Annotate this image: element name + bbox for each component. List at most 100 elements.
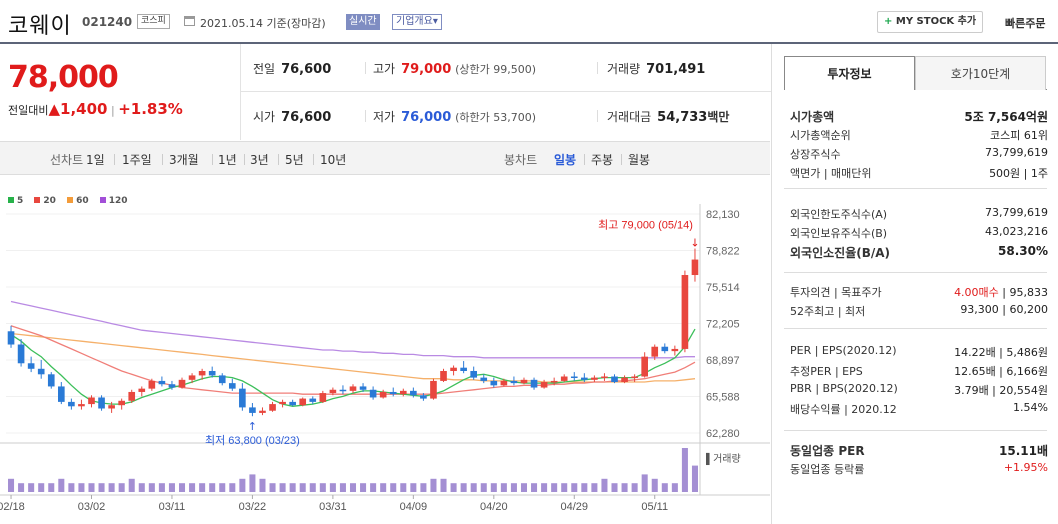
legend-ma5: 5 xyxy=(8,196,23,206)
candle-body xyxy=(168,384,176,388)
tab-order-book[interactable]: 호가10단계 xyxy=(915,56,1046,90)
candle-body xyxy=(681,275,689,349)
candle-body xyxy=(27,363,35,369)
volume-bar xyxy=(279,483,286,492)
candle-chart-label: 봉차트 xyxy=(504,153,538,167)
candle-body xyxy=(198,370,206,376)
volume-bar xyxy=(581,483,588,492)
volume-bar xyxy=(400,483,407,492)
candle-monthly[interactable]: 월봉 xyxy=(628,153,651,167)
volume-bar xyxy=(691,465,698,492)
volume-bar xyxy=(470,483,477,492)
info-key: 투자의견 | 목표주가 xyxy=(790,286,882,299)
info-key: PER | EPS(2020.12) xyxy=(790,344,897,357)
info-value: 73,799,619 xyxy=(985,206,1048,219)
candle-body xyxy=(218,375,226,384)
volume-bar xyxy=(410,483,417,492)
candle-body xyxy=(359,386,367,390)
volume-bar xyxy=(681,448,688,492)
price-chart[interactable]: 82,130 78,822 75,514 72,205 68,897 65,588 62,2… xyxy=(0,0,770,524)
volume-label: 거래량 xyxy=(607,62,641,76)
volume-bar xyxy=(269,483,276,492)
candle-body xyxy=(430,380,437,399)
info-key: 외국인보유주식수(B) xyxy=(790,227,888,240)
candle-body xyxy=(309,398,317,402)
quick-order-button[interactable]: 빠른주문 xyxy=(1005,17,1046,30)
candle-body xyxy=(269,404,276,411)
period-3m[interactable]: 3개월 xyxy=(169,153,199,167)
period-1d[interactable]: 1일 xyxy=(86,153,105,167)
volume-bar xyxy=(551,483,558,492)
info-row: PER | EPS(2020.12) 14.22배 | 5,486원 xyxy=(790,342,1048,361)
legend-ma20: 20 xyxy=(34,196,56,206)
candle-weekly[interactable]: 주봉 xyxy=(591,153,614,167)
volume-bar xyxy=(661,483,668,492)
stock-header: 코웨이 021240 코스피 2021.05.14 기준(장마감) 실시간 기업… xyxy=(0,0,1058,44)
volume-bar xyxy=(390,483,397,492)
info-row: 동일업종 등락률 +1.95% xyxy=(790,459,1048,478)
candle-body xyxy=(520,379,528,384)
plus-icon: + xyxy=(884,16,893,27)
volume-bar xyxy=(510,483,517,492)
tab-investment-info[interactable]: 투자정보 xyxy=(784,56,915,90)
info-row: 52주최고 | 최저 93,300 | 60,200 xyxy=(790,301,1048,320)
volume-bar xyxy=(430,478,437,492)
legend-ma120: 120 xyxy=(99,196,128,206)
amount-value: 54,733 xyxy=(657,110,708,125)
candle-body xyxy=(460,367,467,371)
ma120-line xyxy=(10,300,695,359)
candle-body xyxy=(480,377,488,381)
period-3y[interactable]: 3년 xyxy=(250,153,269,167)
volume-bar xyxy=(178,483,186,492)
x-tick-label: 05/11 xyxy=(641,501,668,513)
period-1w[interactable]: 1주일 xyxy=(122,153,152,167)
company-overview-dropdown[interactable]: 기업개요▾ xyxy=(392,14,442,30)
open-label: 시가 xyxy=(253,110,276,124)
realtime-button[interactable]: 실시간 xyxy=(346,14,380,30)
ma20-line xyxy=(10,325,696,395)
y-tick-label: 72,205 xyxy=(706,319,740,331)
candle-body xyxy=(651,346,659,357)
volume-bar xyxy=(631,483,638,492)
info-row: 외국인한도주식수(A) 73,799,619 xyxy=(790,204,1048,223)
change-rate: +1.83% xyxy=(118,100,183,118)
period-5y[interactable]: 5년 xyxy=(285,153,304,167)
mystock-label: MY STOCK 추가 xyxy=(895,16,977,27)
volume-bar xyxy=(219,483,226,492)
period-10y[interactable]: 10년 xyxy=(320,153,347,167)
lower-limit: (하한가 53,700) xyxy=(455,111,537,124)
candle-body xyxy=(78,404,85,407)
legend-swatch xyxy=(34,197,41,203)
volume-bar xyxy=(490,483,497,492)
candle-body xyxy=(379,391,387,398)
candle-body xyxy=(319,393,327,402)
volume-bar xyxy=(168,483,175,492)
add-mystock-button[interactable]: + MY STOCK 추가 xyxy=(877,11,984,33)
info-key: 52주최고 | 최저 xyxy=(790,305,866,318)
chevron-down-icon: ▾ xyxy=(432,16,438,27)
volume-bar xyxy=(199,483,206,492)
candle-body xyxy=(158,380,166,385)
volume-bar xyxy=(138,483,145,492)
info-key: 시가총액순위 xyxy=(790,129,851,142)
y-tick-label: 82,130 xyxy=(706,209,740,221)
info-value: 15.11배 xyxy=(999,444,1048,458)
info-row: 추정PER | EPS 12.65배 | 6,166원 xyxy=(790,361,1048,380)
info-value: 1.54% xyxy=(1013,401,1048,414)
amount-unit: 백만 xyxy=(707,110,730,124)
candle-daily[interactable]: 일봉 xyxy=(554,153,577,167)
volume-label: ▌거래량 xyxy=(706,452,741,466)
down-arrow-icon: ↓ xyxy=(690,237,699,250)
y-tick-label: 78,822 xyxy=(706,246,740,258)
y-tick-label: 68,897 xyxy=(706,355,740,367)
candle-body xyxy=(299,398,307,406)
period-bar: 선차트 1일 1주일 3개월 1년 3년 5년 10년 봉차트 일봉 주봉 월봉 xyxy=(0,141,770,175)
candle-body xyxy=(530,379,538,388)
x-tick-label: 04/29 xyxy=(561,501,589,513)
volume-bar xyxy=(128,478,135,492)
candle-body xyxy=(591,377,598,380)
period-1y[interactable]: 1년 xyxy=(218,153,237,167)
candle-body xyxy=(500,380,508,386)
candle-body xyxy=(550,380,558,383)
price-change: 전일대비▲1,400 | +1.83% xyxy=(8,100,183,118)
